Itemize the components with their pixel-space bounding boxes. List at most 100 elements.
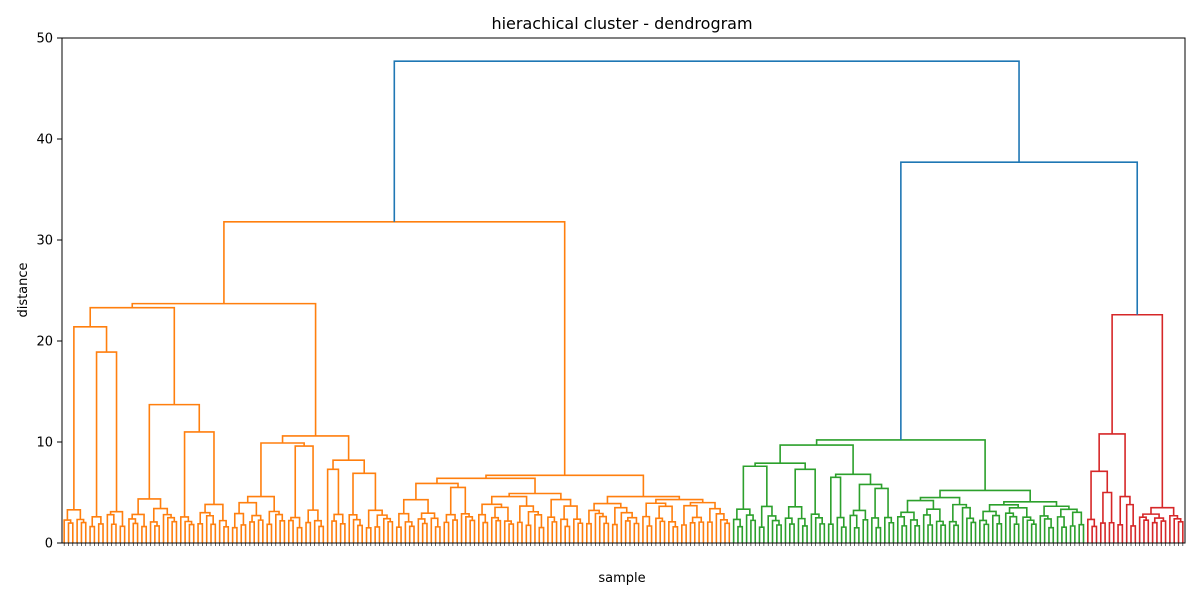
y-tick-label: 30 [36,234,53,249]
cluster-link [888,521,895,543]
cluster-link [516,521,523,543]
cluster-link [642,515,651,543]
cluster-link [167,516,176,543]
cluster-link [953,524,960,543]
y-tick-label: 10 [36,436,53,451]
cluster-link [767,515,777,543]
cluster-link [588,509,601,524]
cluster-link [787,506,803,519]
cluster-link [1173,517,1182,543]
cluster-link [563,505,578,520]
cluster-link [279,520,286,543]
cluster-link [655,517,664,543]
cluster-link [966,517,975,543]
cluster-link [603,522,610,543]
cluster-link [97,523,104,543]
y-axis-label: distance [16,262,31,317]
x-axis-label: sample [598,571,645,586]
cluster-link [683,504,698,525]
cluster-link [940,524,947,543]
cluster-link [365,527,372,543]
cluster-link [481,503,503,515]
cluster-link [991,514,1001,543]
cluster-link [627,516,638,524]
cluster-link [398,512,410,528]
cluster-link [1071,511,1083,527]
cluster-link [469,519,476,543]
y-tick-label: 0 [45,537,53,552]
cluster-link [307,509,319,523]
y-tick-label: 50 [36,32,53,47]
cluster-link [66,509,82,521]
cluster-link [162,513,172,543]
cluster-link [374,526,381,543]
cluster-link [1009,515,1018,543]
cluster-link [691,516,703,523]
cluster-link [494,506,509,522]
cluster-link [1169,514,1179,543]
cluster-link [547,516,556,543]
cluster-link [534,513,543,543]
cluster-link [421,522,428,543]
cluster-link [519,505,535,523]
cluster-link [91,516,102,527]
cluster-link [724,522,731,543]
cluster-link [1078,523,1085,543]
cluster-link [538,526,545,543]
cluster-link [736,508,751,520]
cluster-link [564,525,571,543]
cluster-link [645,502,667,517]
cluster-link [525,524,532,543]
cluster-link [996,523,1003,543]
cluster-link [1160,520,1167,543]
cluster-link [89,525,96,543]
cluster-link [266,523,273,543]
cluster-link [305,521,312,543]
cluster-link [689,501,716,509]
cluster-link [594,512,604,543]
cluster-link [706,521,713,543]
cluster-link [268,510,280,525]
cluster-link [1099,522,1106,543]
y-tick-label: 20 [36,335,53,350]
cluster-link [658,505,673,522]
cluster-link [80,521,87,543]
cluster-link [1177,521,1184,543]
cluster-link [852,509,867,520]
cluster-link [76,518,85,543]
cluster-link [715,513,725,543]
y-tick-label: 40 [36,133,53,148]
cluster-link [527,510,539,526]
cluster-link [1030,523,1037,543]
cluster-link [901,525,908,543]
cluster-link [223,525,230,543]
cluster-link [154,525,160,543]
cluster-link [376,514,388,527]
plot-frame [61,37,1186,544]
cluster-link [1048,526,1055,543]
cluster-link [585,522,592,543]
cluster-link [840,526,847,543]
cluster-link [184,520,193,543]
cluster-link [1153,517,1165,523]
cluster-link [188,523,195,543]
top-link-root [393,60,1020,222]
cluster-link [709,507,721,523]
cluster-link [132,522,139,543]
cluster-link [758,526,765,543]
cluster-link [357,524,363,543]
cluster-link [490,516,500,543]
cluster-link [737,525,744,543]
cluster-link [655,498,704,504]
cluster-link [296,526,303,543]
cluster-link [110,523,117,543]
cluster-link [983,523,990,543]
cluster-link [402,498,429,514]
cluster-link [352,518,361,543]
cluster-link [926,508,941,522]
cluster-link [331,520,338,543]
cluster-link [659,520,666,543]
